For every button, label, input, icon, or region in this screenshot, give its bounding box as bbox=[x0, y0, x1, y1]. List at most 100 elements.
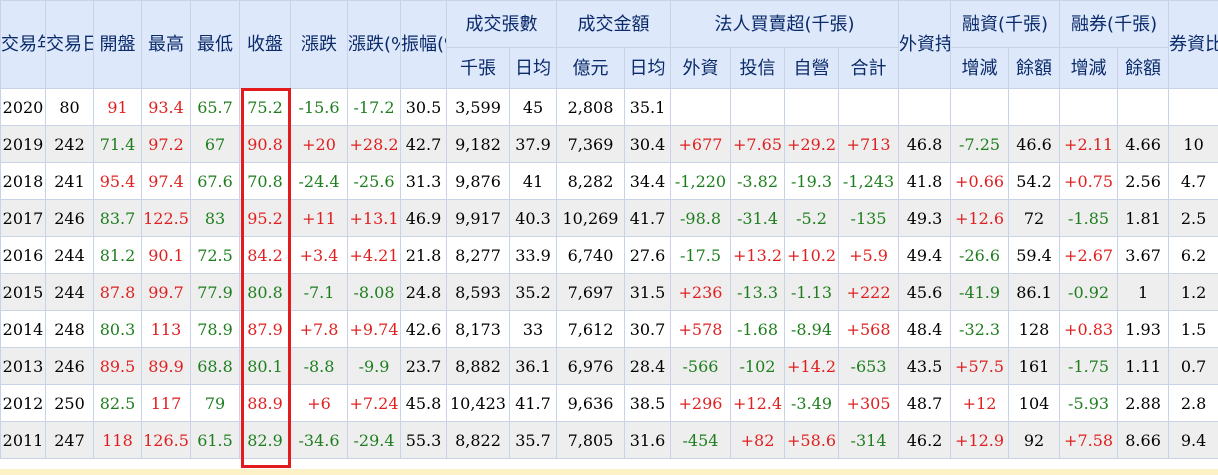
cell-year: 2020 bbox=[0, 88, 46, 126]
cell-short-bal: 2.88 bbox=[1117, 384, 1170, 422]
cell-year: 2015 bbox=[0, 273, 46, 311]
cell-val-daily: 31.5 bbox=[624, 273, 671, 311]
cell-foreign-hold: 48.4 bbox=[898, 310, 952, 348]
header-low[interactable]: 最低 bbox=[190, 0, 240, 89]
cell-high: 89.9 bbox=[141, 347, 191, 385]
cell-open: 91 bbox=[93, 88, 142, 126]
header-high[interactable]: 最高 bbox=[141, 0, 191, 89]
cell-foreign: -98.8 bbox=[670, 199, 731, 237]
cell-ratio: 4.7 bbox=[1168, 162, 1218, 200]
subheader-value-total[interactable]: 億元 bbox=[556, 47, 625, 89]
cell-change-pct: +9.74 bbox=[347, 310, 401, 348]
cell-foreign-hold: 49.4 bbox=[898, 236, 952, 274]
cell-vol-total: 3,599 bbox=[446, 88, 510, 126]
cell-ratio: 2.5 bbox=[1168, 199, 1218, 237]
cell-dealer: +29.2 bbox=[784, 125, 839, 163]
cell-ratio: 2.8 bbox=[1168, 384, 1218, 422]
subheader-value-daily[interactable]: 日均 bbox=[624, 47, 671, 89]
cell-total bbox=[837, 88, 900, 126]
cell-days: 247 bbox=[45, 421, 94, 459]
cell-foreign-hold: 46.2 bbox=[898, 421, 952, 459]
subheader-margin-balance[interactable]: 餘額 bbox=[1008, 47, 1061, 89]
cell-amplitude: 46.9 bbox=[400, 199, 447, 237]
cell-total: +222 bbox=[837, 273, 900, 311]
cell-ratio bbox=[1168, 88, 1218, 126]
header-value-group: 成交金額 bbox=[556, 0, 671, 48]
subheader-foreign[interactable]: 外資 bbox=[670, 47, 731, 89]
cell-open: 95.4 bbox=[93, 162, 142, 200]
cell-trust: -13.3 bbox=[730, 273, 785, 311]
cell-total: +568 bbox=[837, 310, 900, 348]
cell-margin-bal: 59.4 bbox=[1008, 236, 1061, 274]
header-days[interactable]: 交易日數 bbox=[45, 0, 94, 89]
cell-change: -7.1 bbox=[290, 273, 348, 311]
subheader-short-balance[interactable]: 餘額 bbox=[1117, 47, 1170, 89]
subheader-volume-total[interactable]: 千張 bbox=[446, 47, 510, 89]
cell-low: 68.8 bbox=[190, 347, 240, 385]
header-close[interactable]: 收盤 bbox=[239, 0, 291, 89]
header-margin-group: 融資(千張) bbox=[950, 0, 1061, 48]
cell-vol-total: 8,882 bbox=[446, 347, 510, 385]
cell-low: 78.9 bbox=[190, 310, 240, 348]
cell-ratio: 10 bbox=[1168, 125, 1218, 163]
cell-days: 246 bbox=[45, 347, 94, 385]
table-row: 2012 250 82.5 117 79 88.9 +6 +7.24 45.8 10,423 41.… bbox=[0, 384, 1218, 422]
header-year[interactable]: 交易年度 bbox=[0, 0, 46, 89]
cell-foreign: +578 bbox=[670, 310, 731, 348]
header-change[interactable]: 漲跌 bbox=[290, 0, 348, 89]
subheader-volume-daily[interactable]: 日均 bbox=[509, 47, 557, 89]
cell-change-pct: -9.9 bbox=[347, 347, 401, 385]
cell-short-change: +2.67 bbox=[1059, 236, 1119, 274]
cell-margin-bal: 72 bbox=[1008, 199, 1061, 237]
cell-foreign: +236 bbox=[670, 273, 731, 311]
cell-close: 70.8 bbox=[239, 162, 291, 200]
cell-short-bal: 3.67 bbox=[1117, 236, 1170, 274]
cell-val-daily: 41.7 bbox=[624, 199, 671, 237]
cell-val-daily: 31.6 bbox=[624, 421, 671, 459]
cell-vol-total: 9,182 bbox=[446, 125, 510, 163]
subheader-trust[interactable]: 投信 bbox=[730, 47, 785, 89]
cell-low: 61.5 bbox=[190, 421, 240, 459]
cell-high: 99.7 bbox=[141, 273, 191, 311]
subheader-inst-total[interactable]: 合計 bbox=[837, 47, 900, 89]
cell-days: 246 bbox=[45, 199, 94, 237]
cell-foreign: +677 bbox=[670, 125, 731, 163]
subheader-margin-change[interactable]: 增減 bbox=[950, 47, 1010, 89]
cell-year: 2014 bbox=[0, 310, 46, 348]
cell-days: 241 bbox=[45, 162, 94, 200]
header-change-pct[interactable]: 漲跌(%) bbox=[347, 0, 401, 89]
cell-low: 83 bbox=[190, 199, 240, 237]
cell-close: 90.8 bbox=[239, 125, 291, 163]
cell-foreign: +296 bbox=[670, 384, 731, 422]
cell-low: 65.7 bbox=[190, 88, 240, 126]
cell-dealer: -5.2 bbox=[784, 199, 839, 237]
header-open[interactable]: 開盤 bbox=[93, 0, 142, 89]
subheader-dealer[interactable]: 自營 bbox=[784, 47, 839, 89]
cell-short-bal: 2.56 bbox=[1117, 162, 1170, 200]
cell-change-pct: -29.4 bbox=[347, 421, 401, 459]
cell-open: 83.7 bbox=[93, 199, 142, 237]
cell-year: 2013 bbox=[0, 347, 46, 385]
cell-change-pct: +13.1 bbox=[347, 199, 401, 237]
cell-vol-total: 8,173 bbox=[446, 310, 510, 348]
header-short-margin-ratio[interactable]: 券資比(%) bbox=[1168, 0, 1218, 89]
cell-total: +305 bbox=[837, 384, 900, 422]
table-row: 2018 241 95.4 97.4 67.6 70.8 -24.4 -25.6 31.3 9,8… bbox=[0, 162, 1218, 200]
cell-margin-bal: 86.1 bbox=[1008, 273, 1061, 311]
table-row: 2011 247 118 126.5 61.5 82.9 -34.6 -29.4 55.3 8,8… bbox=[0, 421, 1218, 459]
header-amplitude[interactable]: 振幅(%) bbox=[400, 0, 447, 89]
cell-days: 250 bbox=[45, 384, 94, 422]
cell-margin-bal: 54.2 bbox=[1008, 162, 1061, 200]
cell-short-change: -0.92 bbox=[1059, 273, 1119, 311]
cell-open: 71.4 bbox=[93, 125, 142, 163]
cell-ratio: 9.4 bbox=[1168, 421, 1218, 459]
header-foreign-holding[interactable]: 外資持股(%) bbox=[898, 0, 952, 89]
cell-change-pct: +28.2 bbox=[347, 125, 401, 163]
cell-year: 2012 bbox=[0, 384, 46, 422]
cell-margin-bal: 128 bbox=[1008, 310, 1061, 348]
cell-amplitude: 30.5 bbox=[400, 88, 447, 126]
cell-year: 2011 bbox=[0, 421, 46, 459]
subheader-short-change[interactable]: 增減 bbox=[1059, 47, 1119, 89]
cell-open: 82.5 bbox=[93, 384, 142, 422]
cell-total: -653 bbox=[837, 347, 900, 385]
